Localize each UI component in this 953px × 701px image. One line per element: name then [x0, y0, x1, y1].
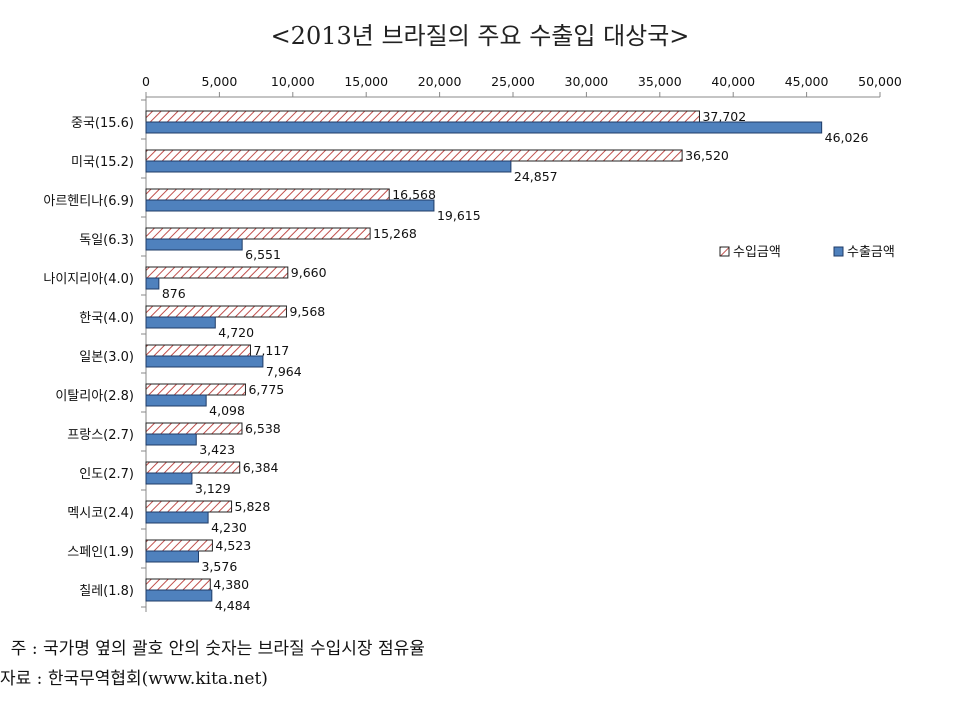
- category-label: 나이지리아(4.0): [43, 272, 134, 287]
- legend-swatch-import: [719, 246, 730, 257]
- category-label: 프랑스(2.7): [67, 428, 134, 443]
- data-label-export: 4,230: [211, 520, 247, 535]
- data-label-export: 4,720: [218, 325, 254, 340]
- category-label: 인도(2.7): [79, 467, 134, 482]
- bar-export: [145, 589, 213, 602]
- category-label: 중국(15.6): [71, 116, 134, 131]
- x-tick-label: 50,000: [858, 74, 902, 89]
- x-tick-label: 10,000: [271, 74, 315, 89]
- data-label-export: 6,551: [245, 247, 281, 262]
- bar-import: [145, 383, 246, 396]
- bar-import: [145, 539, 213, 552]
- category-label: 한국(4.0): [79, 311, 134, 326]
- bar-import: [145, 305, 287, 318]
- x-tick-label: 45,000: [785, 74, 829, 89]
- bar-export: [145, 199, 435, 212]
- chart-source: 자료 : 한국무역협회(www.kita.net): [0, 669, 268, 689]
- data-label-export: 3,423: [199, 442, 235, 457]
- bar-export: [145, 394, 207, 407]
- category-label: 칠레(1.8): [79, 584, 134, 599]
- bar-export: [145, 472, 193, 485]
- x-tick-label: 35,000: [638, 74, 682, 89]
- data-label-import: 6,775: [248, 382, 284, 397]
- data-label-import: 15,268: [373, 226, 417, 241]
- data-label-import: 9,660: [291, 265, 327, 280]
- bar-export: [145, 238, 243, 251]
- data-label-export: 46,026: [825, 130, 869, 145]
- data-label-export: 4,098: [209, 403, 245, 418]
- data-label-export: 3,576: [201, 559, 237, 574]
- bar-export: [145, 121, 823, 134]
- x-tick-label: 0: [142, 74, 150, 89]
- category-label: 이탈리아(2.8): [55, 389, 134, 404]
- data-label-export: 24,857: [514, 169, 558, 184]
- x-tick-label: 25,000: [491, 74, 535, 89]
- category-label: 미국(15.2): [71, 155, 134, 170]
- bar-export: [145, 277, 160, 290]
- x-tick-label: 30,000: [565, 74, 609, 89]
- data-label-import: 7,117: [253, 343, 289, 358]
- data-label-import: 5,828: [235, 499, 271, 514]
- data-label-import: 4,523: [215, 538, 251, 553]
- legend-label-import: 수입금액: [733, 245, 781, 260]
- data-label-export: 7,964: [266, 364, 302, 379]
- data-label-import: 37,702: [702, 109, 746, 124]
- x-tick-label: 5,000: [202, 74, 238, 89]
- chart-legend: 수입금액 수출금액: [719, 245, 895, 260]
- data-label-export: 4,484: [215, 598, 251, 613]
- bar-export: [145, 511, 209, 524]
- category-label: 스페인(1.9): [67, 545, 134, 560]
- chart-note: 주 : 국가명 옆의 괄호 안의 숫자는 브라질 수입시장 점유율: [0, 639, 425, 659]
- legend-label-export: 수출금액: [847, 245, 895, 260]
- category-label: 독일(6.3): [79, 233, 134, 248]
- bar-import: [145, 422, 243, 435]
- category-label: 아르헨티나(6.9): [43, 194, 134, 209]
- data-label-export: 19,615: [437, 208, 481, 223]
- legend-swatch-export: [833, 246, 844, 257]
- bar-import: [145, 266, 289, 279]
- bar-export: [145, 355, 264, 368]
- data-label-import: 4,380: [213, 577, 249, 592]
- bar-import: [145, 344, 251, 357]
- data-label-import: 6,538: [245, 421, 281, 436]
- x-tick-label: 40,000: [711, 74, 755, 89]
- data-label-import: 36,520: [685, 148, 729, 163]
- data-label-export: 3,129: [195, 481, 231, 496]
- bar-import: [145, 110, 700, 123]
- data-label-export: 876: [162, 286, 186, 301]
- data-label-import: 16,568: [392, 187, 436, 202]
- bar-import: [145, 578, 211, 591]
- chart-title: <2013년 브라질의 주요 수출입 대상국>: [271, 22, 690, 50]
- category-label: 멕시코(2.4): [67, 506, 134, 521]
- bar-export: [145, 316, 216, 329]
- category-label: 일본(3.0): [79, 350, 134, 365]
- x-tick-label: 20,000: [418, 74, 462, 89]
- bar-export: [145, 550, 199, 563]
- bar-import: [145, 149, 683, 162]
- bar-chart: <2013년 브라질의 주요 수출입 대상국> 0 5,000 10,000 15,0…: [43, 22, 902, 613]
- data-label-import: 6,384: [243, 460, 279, 475]
- bar-export: [145, 433, 197, 446]
- bar-import: [145, 500, 233, 513]
- chart-axes: 0 5,000 10,000 15,000 20,000 25,000 30,000 35,0…: [43, 74, 902, 612]
- bar-export: [145, 160, 512, 173]
- bar-import: [145, 188, 390, 201]
- x-tick-label: 15,000: [344, 74, 388, 89]
- bar-import: [145, 227, 371, 240]
- data-label-import: 9,568: [289, 304, 325, 319]
- bar-import: [145, 461, 241, 474]
